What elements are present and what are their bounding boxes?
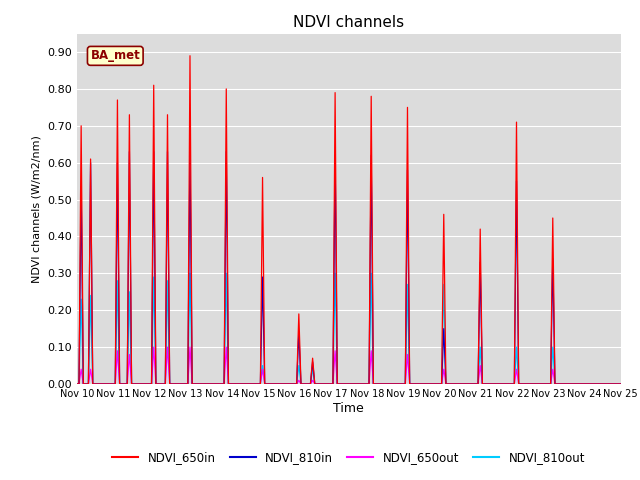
Text: BA_met: BA_met bbox=[90, 49, 140, 62]
Y-axis label: NDVI channels (W/m2/nm): NDVI channels (W/m2/nm) bbox=[31, 135, 42, 283]
Title: NDVI channels: NDVI channels bbox=[293, 15, 404, 30]
X-axis label: Time: Time bbox=[333, 402, 364, 415]
Legend: NDVI_650in, NDVI_810in, NDVI_650out, NDVI_810out: NDVI_650in, NDVI_810in, NDVI_650out, NDV… bbox=[108, 446, 590, 468]
